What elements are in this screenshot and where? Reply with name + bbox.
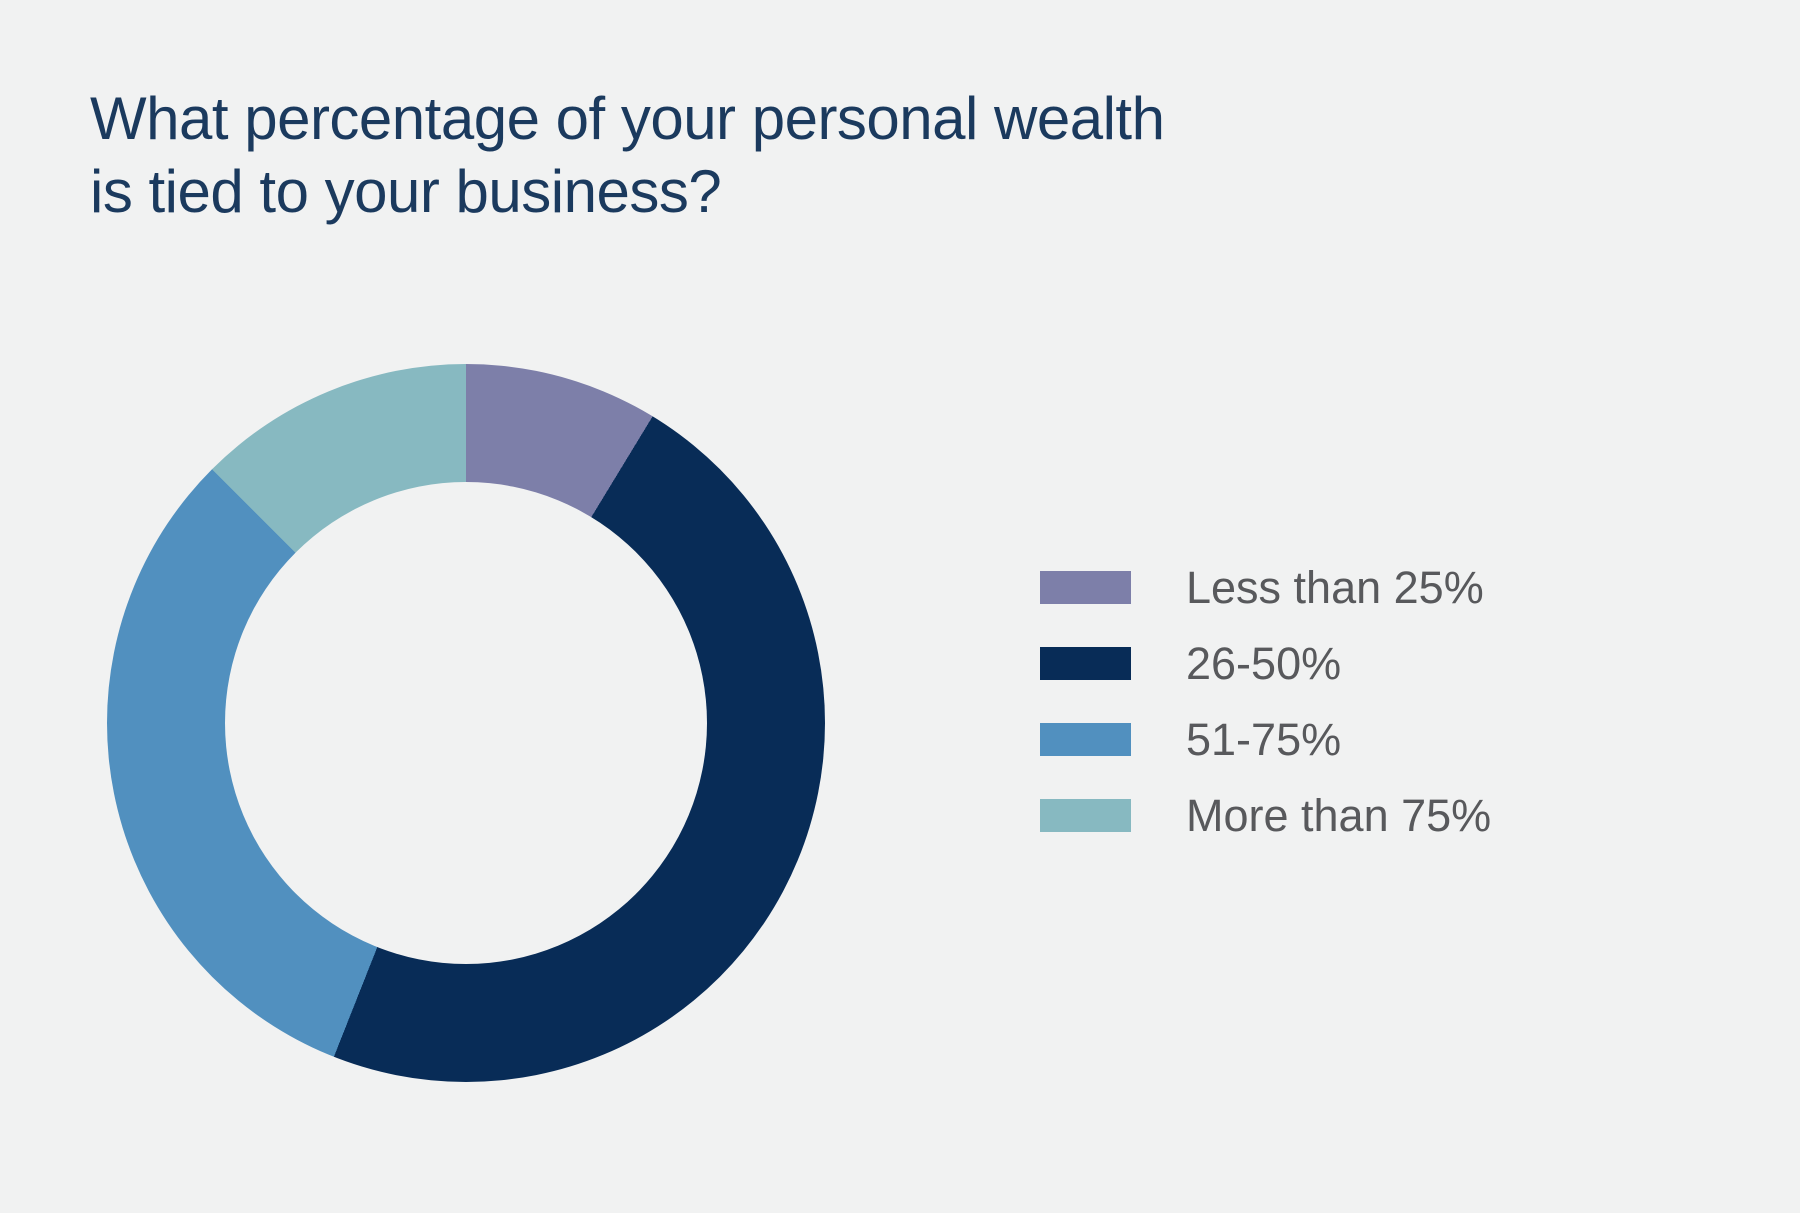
legend-label-26-50: 26-50% — [1186, 638, 1342, 689]
legend: Less than 25% 26-50% 51-75% More than 75… — [1040, 565, 1491, 838]
legend-label-51-75: 51-75% — [1186, 714, 1342, 765]
chart-title: What percentage of your personal wealth … — [90, 82, 1165, 228]
legend-label-more-than-75: More than 75% — [1186, 790, 1492, 841]
legend-swatch-26-50 — [1040, 647, 1131, 680]
legend-swatch-less-than-25 — [1040, 571, 1131, 604]
donut-chart — [107, 364, 825, 1082]
legend-item-less-than-25: Less than 25% — [1040, 565, 1491, 610]
chart-title-line-1: What percentage of your personal wealth — [90, 85, 1165, 152]
legend-item-more-than-75: More than 75% — [1040, 793, 1491, 838]
legend-swatch-51-75 — [1040, 723, 1131, 756]
donut-hole — [225, 482, 707, 964]
legend-swatch-more-than-75 — [1040, 799, 1131, 832]
legend-item-26-50: 26-50% — [1040, 641, 1491, 686]
legend-item-51-75: 51-75% — [1040, 717, 1491, 762]
chart-title-line-2: is tied to your business? — [90, 158, 722, 225]
legend-label-less-than-25: Less than 25% — [1186, 562, 1484, 613]
